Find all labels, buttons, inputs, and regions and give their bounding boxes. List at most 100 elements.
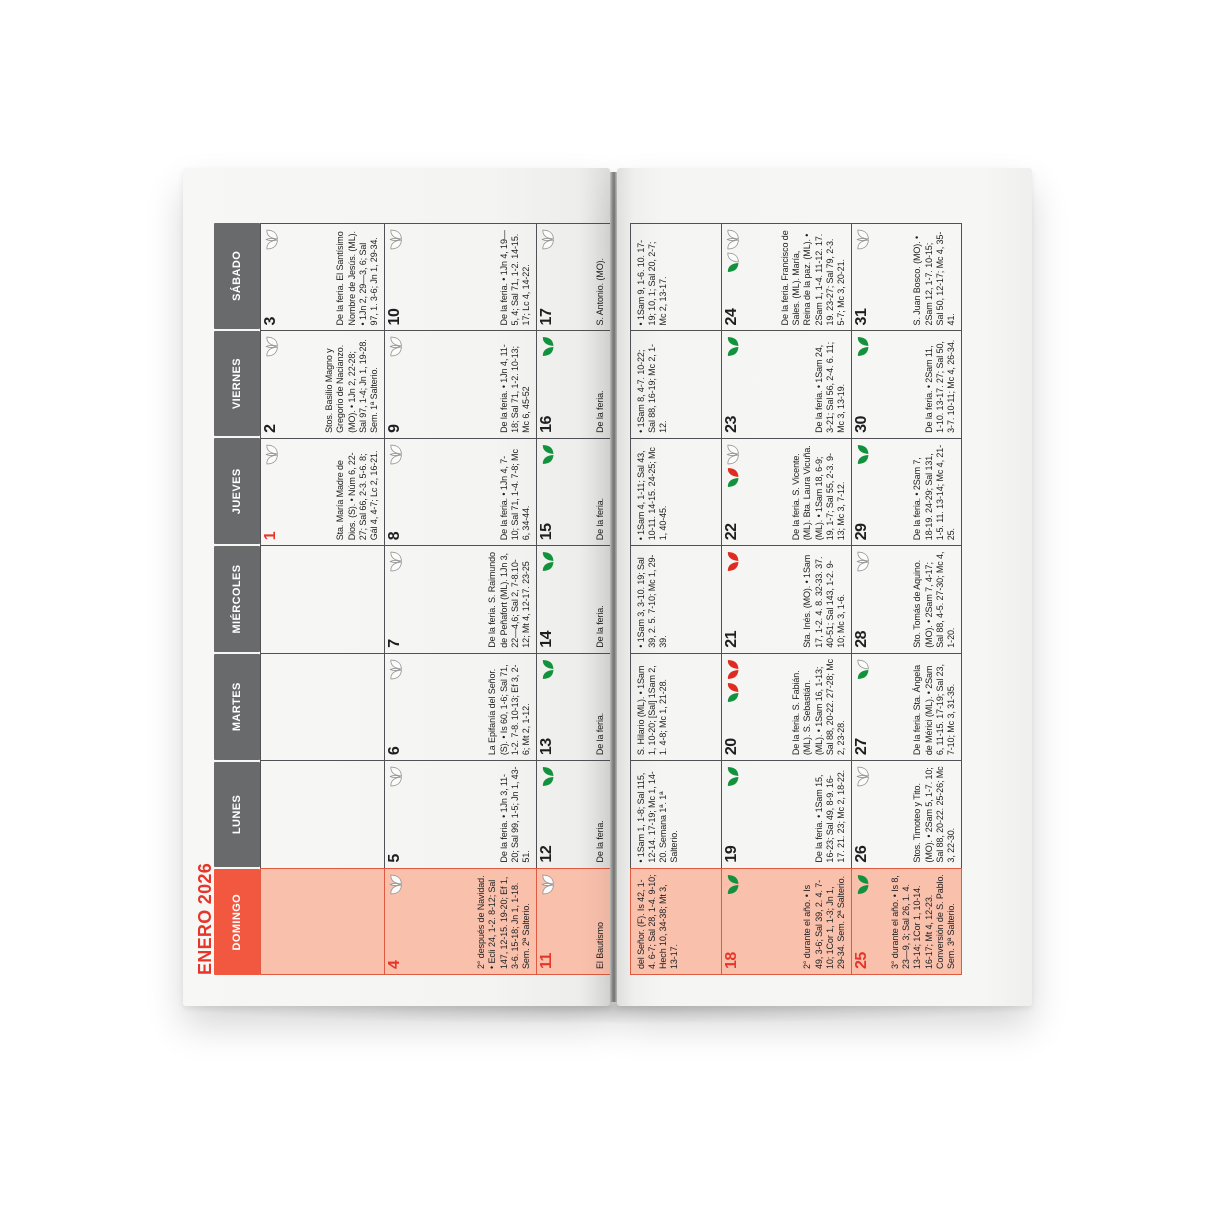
empty-cell	[260, 760, 385, 868]
chalice-outline-icon	[856, 229, 869, 250]
day-cell-25: 25 3° durante el año. • Is 8, 23—9, 3; Sa…	[852, 867, 962, 975]
chalice-red-icon	[727, 552, 739, 572]
liturgical-icons	[726, 659, 739, 703]
day-readings: De la feria. • 1Sam 24, 3-21; Sal 56, 2-…	[813, 341, 846, 433]
continuation-readings: • 1Sam 8, 4-7. 10-22; Sal 88, 16-19; Mc …	[636, 344, 669, 433]
day-readings: De la feria.	[594, 605, 605, 648]
week-row-3: 11 El Bautismo 12 De la feria. 13 De la feria…	[537, 223, 610, 975]
day-cell-top: 15	[538, 444, 555, 540]
day-readings: La Epifanía del Señor. (S). • Is 60, 1-6…	[487, 664, 531, 756]
day-number: 14	[538, 630, 555, 648]
day-readings: De la feria. • 1Jn 3, 11-20; Sal 99, 1-5…	[498, 766, 531, 863]
page-left: ENERO 2026 DOMINGO LUNES MARTES MIÉRCOLES JU…	[183, 168, 610, 1006]
liturgical-icons	[541, 336, 554, 357]
liturgical-icons	[726, 551, 739, 572]
day-readings: De la feria.	[594, 390, 605, 433]
chalice-green-red-icon	[727, 682, 739, 702]
day-cell-top: 31	[853, 229, 870, 326]
empty-cell	[260, 867, 385, 975]
day-cell-24: 24 De la feria. Francisco de Sales. (ML).…	[722, 223, 852, 331]
day-cell-10: 10 De la feria. • 1Jn 4, 19—5, 4; Sal 71,…	[385, 223, 537, 331]
day-cell-29: 29 De la feria. • 2Sam 7, 18-19. 24-29; S…	[852, 437, 962, 546]
liturgical-icons	[856, 336, 869, 357]
chalice-green-white-icon	[857, 659, 869, 679]
day-cell-top: 3	[262, 229, 279, 325]
chalice-green-red-icon	[727, 467, 739, 487]
continuation-cell-miercoles: • 1Sam 3, 3-10. 19; Sal 39, 2. 5. 7-10; …	[630, 545, 722, 653]
day-readings: Sto. Tomás de Aquino. (MO). • 2Sam 7, 4-…	[912, 551, 956, 648]
day-number: 20	[723, 738, 740, 756]
day-cell-14: 14 De la feria.	[537, 545, 610, 653]
calendar-left-sheet: ENERO 2026 DOMINGO LUNES MARTES MIÉRCOLES JU…	[192, 223, 610, 975]
liturgical-icons	[726, 229, 739, 273]
day-cell-top: 1	[262, 444, 279, 540]
day-cell-11: 11 El Bautismo	[537, 867, 610, 975]
liturgical-icons	[856, 444, 869, 465]
day-number: 26	[853, 845, 870, 863]
continuation-cell-lunes: • 1Sam 1, 1-8; Sal 115, 12-14. 17-19; Mc…	[630, 760, 722, 868]
liturgical-icons	[856, 766, 869, 787]
day-cell-top: 25	[853, 874, 870, 969]
day-cell-31: 31 S. Juan Bosco. (MO). • 2Sam 12, 1-7. 1…	[852, 223, 962, 331]
day-cell-5: 5 De la feria. • 1Jn 3, 11-20; Sal 99, 1-…	[385, 760, 537, 868]
liturgical-icons	[265, 336, 278, 357]
liturgical-icons	[389, 444, 402, 465]
book-spine	[610, 172, 617, 1002]
day-number: 17	[538, 308, 555, 326]
continuation-cell-viernes: • 1Sam 8, 4-7. 10-22; Sal 88, 16-19; Mc …	[630, 330, 722, 438]
weekday-header-viernes: VIERNES	[214, 330, 260, 437]
day-number: 7	[386, 639, 403, 648]
day-cell-top: 24	[723, 229, 740, 326]
day-readings: De la feria. Francisco de Sales. (ML). M…	[780, 230, 846, 326]
chalice-outline-icon	[541, 874, 554, 894]
day-number: 19	[723, 845, 740, 863]
day-cell-6: 6 La Epifanía del Señor. (S). • Is 60, 1-…	[385, 652, 537, 761]
liturgical-icons	[541, 874, 554, 895]
chalice-outline-icon	[265, 229, 278, 250]
day-cell-7: 7 De la feria. S. Raimundo de Peñafort (M…	[385, 545, 537, 653]
day-number: 23	[723, 416, 740, 433]
chalice-outline-icon	[265, 444, 278, 465]
continuation-cell-domingo: del Señor. (F). Is 42, 1-4. 6-7; Sal 28,…	[630, 867, 722, 975]
day-cell-13: 13 De la feria.	[537, 652, 610, 761]
day-number: 30	[853, 416, 870, 433]
day-readings: Stos. Timoteo y Tito. (MO). • 2Sam 5, 1-…	[912, 766, 956, 863]
day-cell-top: 26	[853, 766, 870, 863]
chalice-green-icon	[542, 552, 554, 572]
day-cell-8: 8 De la feria. • 1Jn 4, 7-10; Sal 71, 1-4…	[385, 437, 537, 546]
chalice-green-icon	[727, 874, 739, 894]
day-number: 31	[853, 308, 870, 326]
page-right: del Señor. (F). Is 42, 1-4. 6-7; Sal 28,…	[617, 168, 1032, 1006]
day-readings: Sta. Inés. (MO). • 1Sam 17, 1-2. 4. 8. 3…	[802, 554, 846, 648]
liturgical-icons	[856, 551, 869, 572]
chalice-green-icon	[727, 337, 739, 357]
day-cell-top: 29	[853, 444, 870, 540]
chalice-red-icon	[727, 659, 739, 679]
day-cell-20: 20 De la feria. S. Fabián. (ML). S. Sebas…	[722, 652, 852, 761]
day-readings: 2° después de Navidad. • Ecli 24, 1-2. 8…	[476, 875, 531, 969]
day-readings: Stos. Basilio Magno y Gregorio de Nacian…	[324, 339, 379, 433]
day-readings: De la feria. Sta. Ángela de Mérici (ML).…	[912, 664, 956, 756]
day-cell-top: 6	[386, 659, 403, 755]
day-number: 2	[262, 424, 279, 433]
continuation-readings: • 1Sam 3, 3-10. 19; Sal 39, 2. 5. 7-10; …	[636, 554, 669, 648]
day-cell-top: 23	[723, 336, 740, 433]
day-cell-top: 14	[538, 551, 555, 648]
day-cell-top: 27	[853, 659, 870, 755]
day-number: 11	[538, 953, 555, 969]
liturgical-icons	[856, 874, 869, 895]
day-cell-top: 9	[386, 336, 403, 433]
weekday-header-sabado: SÁBADO	[214, 223, 260, 329]
day-cell-30: 30 De la feria. • 2Sam 11, 1-10. 13-17. 2…	[852, 330, 962, 438]
day-cell-17: 17 S. Antonio. (MO).	[537, 223, 610, 331]
chalice-outline-icon	[541, 229, 554, 250]
day-readings: S. Antonio. (MO).	[594, 258, 605, 326]
day-readings: De la feria. S. Fabián. (ML). S. Sebasti…	[791, 658, 846, 756]
day-number: 13	[538, 738, 555, 756]
day-readings: De la feria. • 1Jn 4, 11-18; Sal 71, 1-2…	[498, 344, 531, 433]
day-cell-12: 12 De la feria.	[537, 760, 610, 868]
liturgical-icons	[856, 659, 869, 680]
liturgical-icons	[541, 229, 554, 250]
day-number: 24	[723, 308, 740, 326]
continuation-readings: del Señor. (F). Is 42, 1-4. 6-7; Sal 28,…	[636, 874, 680, 969]
